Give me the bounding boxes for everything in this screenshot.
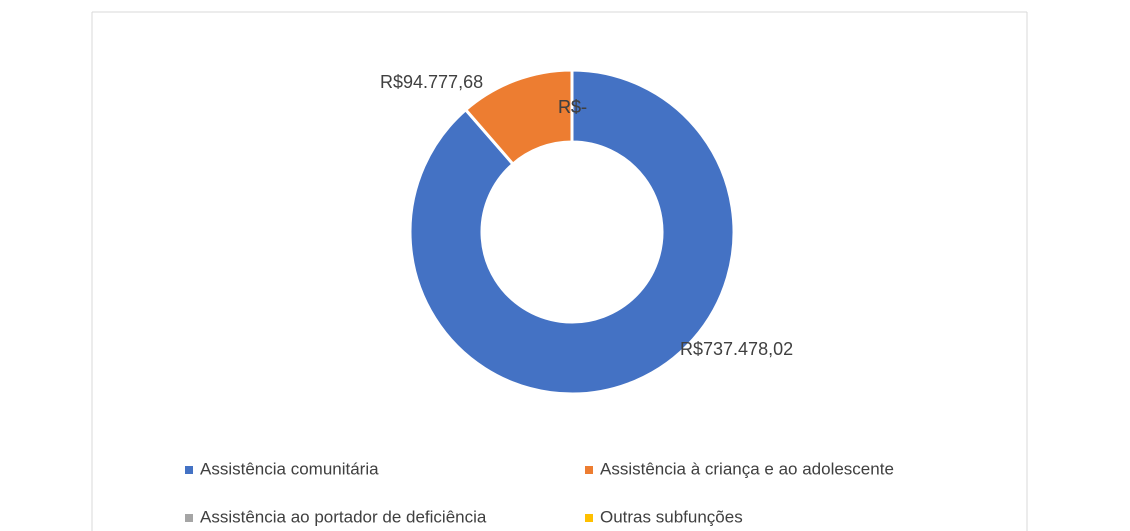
legend-swatch bbox=[585, 466, 593, 474]
legend-label: Assistência comunitária bbox=[200, 459, 379, 478]
data-label: R$737.478,02 bbox=[680, 339, 793, 359]
legend-label: Assistência ao portador de deficiência bbox=[200, 507, 487, 526]
data-label: R$- bbox=[558, 97, 587, 117]
legend-label: Assistência à criança e ao adolescente bbox=[600, 459, 894, 478]
donut-slice bbox=[408, 68, 736, 396]
legend-swatch bbox=[185, 466, 193, 474]
legend-label: Outras subfunções bbox=[600, 507, 743, 526]
legend-swatch bbox=[585, 514, 593, 522]
data-label: R$94.777,68 bbox=[380, 72, 483, 92]
legend-swatch bbox=[185, 514, 193, 522]
data-label: R$- bbox=[558, 97, 587, 117]
